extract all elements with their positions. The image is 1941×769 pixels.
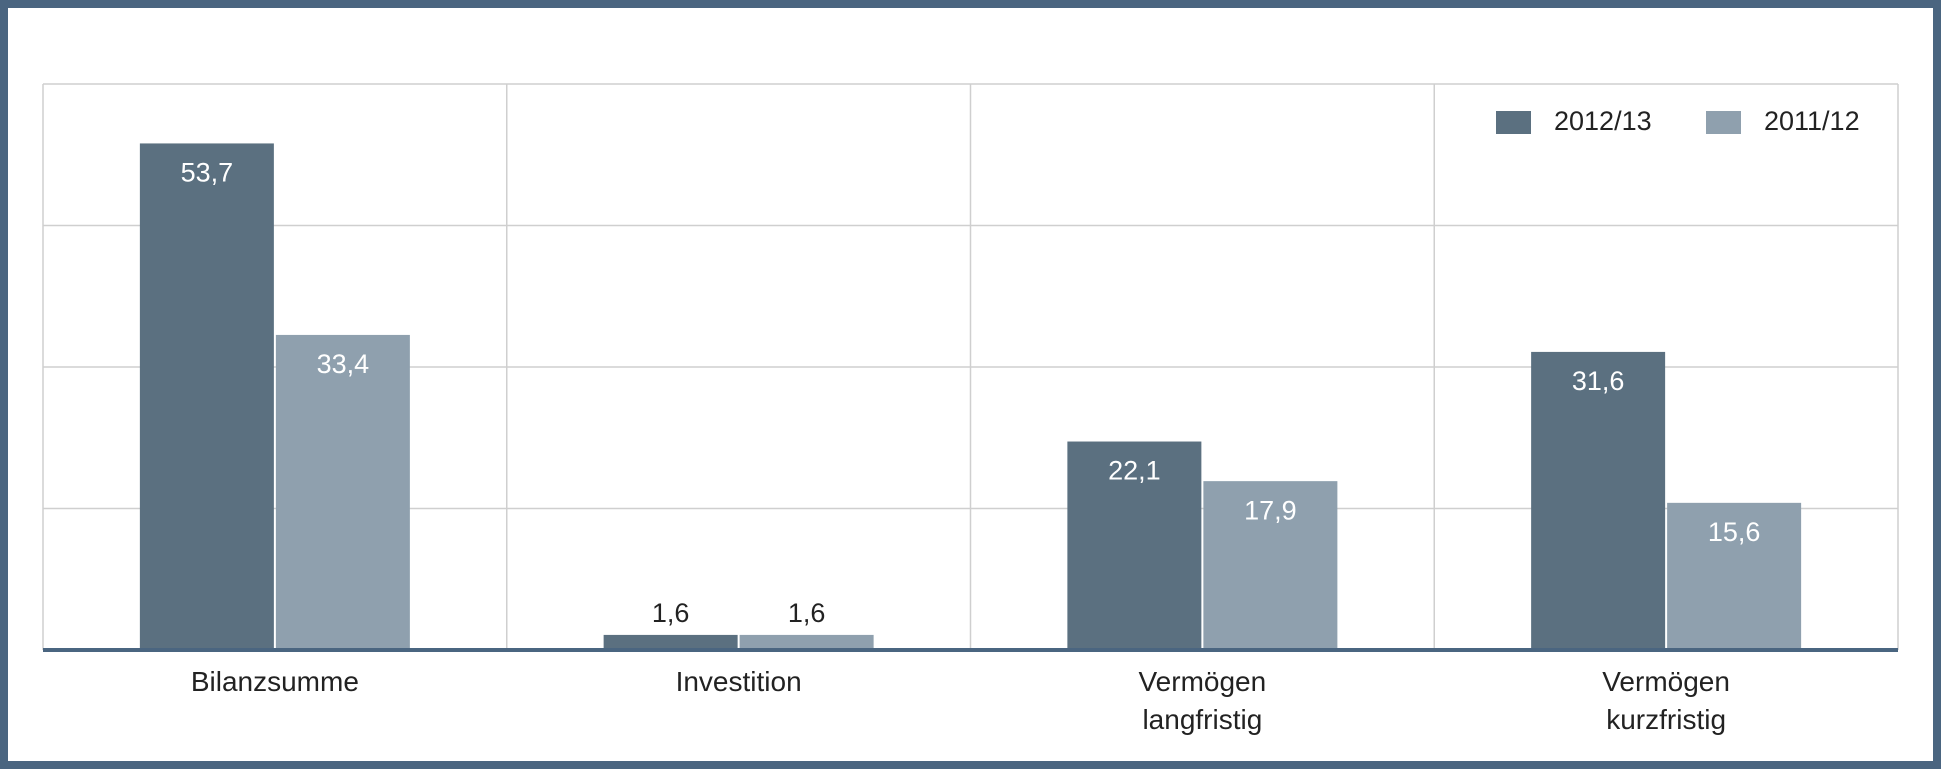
x-tick-label: Vermögen kurzfristig <box>1602 666 1730 735</box>
value-label: 22,1 <box>1108 456 1161 486</box>
bar <box>1667 502 1802 650</box>
value-label: 1,6 <box>788 598 826 628</box>
bar <box>1203 481 1338 650</box>
bar <box>739 634 874 650</box>
value-label: 1,6 <box>652 598 690 628</box>
bar <box>139 143 274 650</box>
bar <box>1531 351 1666 650</box>
bar <box>275 334 410 650</box>
value-label: 17,9 <box>1244 495 1297 525</box>
value-label: 33,4 <box>317 349 370 379</box>
bar <box>1067 441 1202 650</box>
value-label: 31,6 <box>1572 366 1625 396</box>
value-label: 53,7 <box>181 158 234 188</box>
value-label: 15,6 <box>1708 517 1761 547</box>
legend-swatch <box>1496 111 1531 134</box>
bar <box>603 634 738 650</box>
x-tick-label: Bilanzsumme <box>190 666 359 697</box>
legend-label: 2011/12 <box>1764 106 1860 136</box>
x-tick-label: Investition <box>675 666 802 697</box>
x-tick-label: Vermögen langfristig <box>1138 666 1267 735</box>
legend-swatch <box>1706 111 1741 134</box>
legend-label: 2012/13 <box>1554 106 1652 136</box>
